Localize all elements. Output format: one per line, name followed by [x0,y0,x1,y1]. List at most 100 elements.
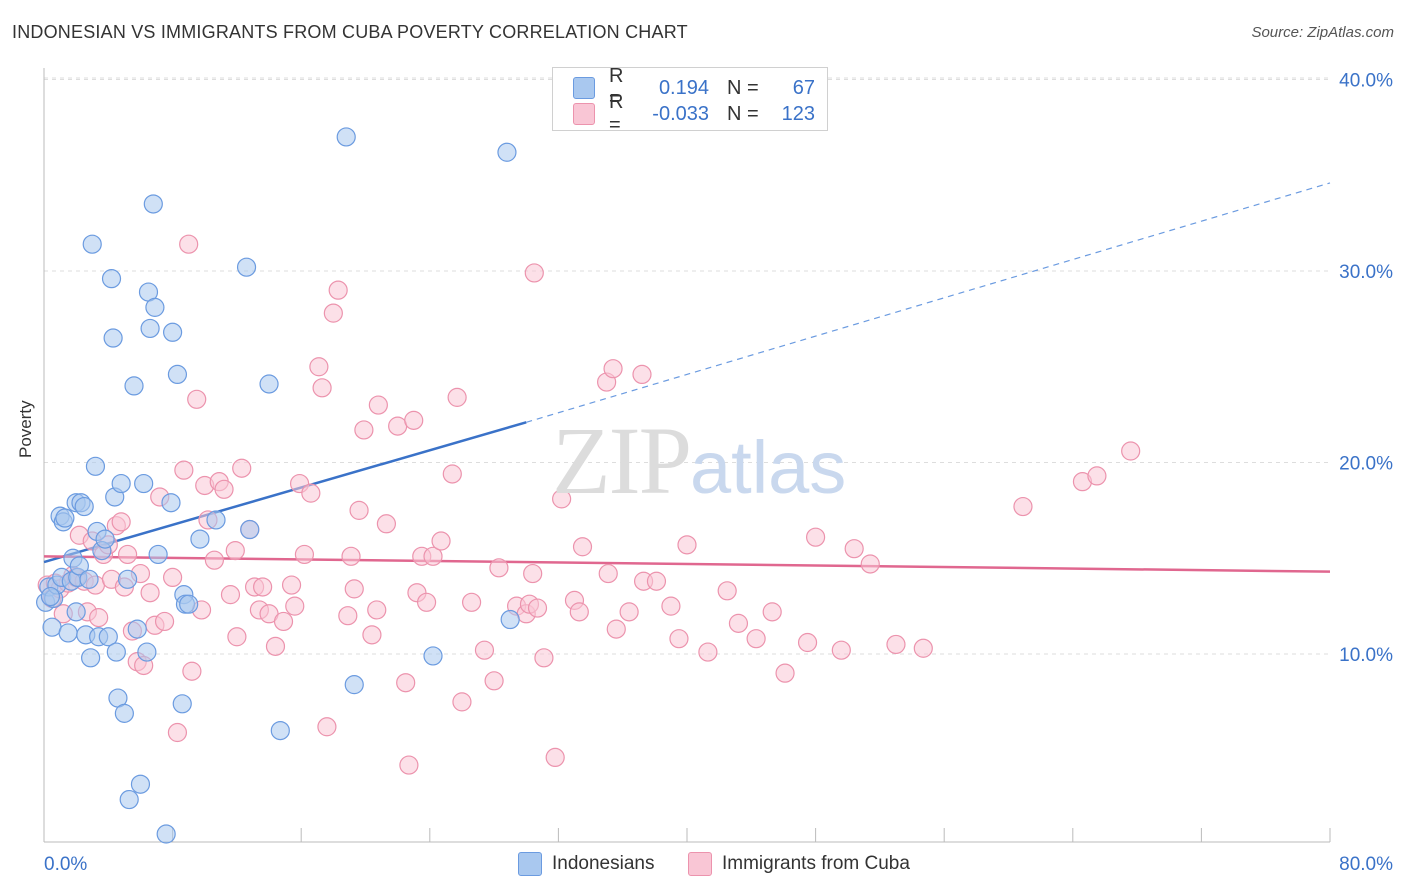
data-point [367,600,387,620]
data-point [606,619,626,639]
data-point [40,586,61,607]
y-tick-label: 10.0% [1339,645,1393,666]
data-point [388,416,408,436]
data-point [762,602,782,622]
data-point [632,364,652,385]
data-point [69,556,89,576]
data-point [167,722,188,743]
data-point [746,629,766,649]
legend-swatch [518,852,542,876]
legend-swatch-cuba [573,103,595,125]
data-point [431,531,451,551]
data-point [489,558,509,578]
data-point [79,569,99,589]
data-point [273,611,294,632]
data-point [534,648,554,668]
legend-label: Indonesians [552,853,655,874]
data-point [220,585,241,605]
data-point [913,638,933,658]
data-point [603,359,623,379]
data-point [127,619,147,639]
data-point [58,623,78,643]
data-point [447,387,467,407]
data-point [728,613,749,633]
data-point [452,692,472,712]
data-points [36,127,1141,844]
data-point [81,648,101,668]
data-point [619,602,639,622]
data-point [265,636,286,656]
data-point [148,544,168,565]
n-value: 123 [781,102,815,125]
data-point [527,598,548,618]
data-point [163,322,183,342]
data-point [236,257,257,277]
data-point [312,378,332,398]
data-point [338,606,358,626]
data-point [484,671,504,691]
data-point [179,594,199,614]
data-point [143,194,163,214]
legend-row-cuba: R = -0.033 N = 123 [573,91,815,136]
data-point [214,479,234,499]
watermark: ZIPatlas [552,405,846,516]
data-point [500,609,520,630]
data-point [354,420,374,440]
data-point [341,546,361,566]
data-point [598,563,618,584]
data-point [677,535,697,555]
data-point [140,318,160,339]
r-value: 0.194 [658,76,709,99]
data-point [497,142,517,162]
y-tick-label: 40.0% [1339,71,1393,92]
data-point [172,694,192,714]
data-point [130,774,151,794]
data-point [137,642,157,662]
data-point [545,747,565,768]
data-point [646,571,667,591]
data-point [55,508,75,528]
data-point [74,496,94,517]
data-point [161,493,181,513]
data-point [187,389,207,409]
data-point [106,642,126,662]
data-point [103,328,123,348]
data-point [368,395,388,415]
data-point [89,608,109,628]
data-point [524,263,544,283]
tick-labels: 10.0% 20.0% 30.0% 40.0% 0.0% 80.0% [44,71,1393,876]
trend-lines [43,182,1331,573]
trend-line-cuba [43,555,1331,573]
data-point [225,540,245,561]
data-point [227,627,247,647]
data-point [111,512,131,532]
stats-legend: R = 0.194 N = 67 R = -0.033 N = 123 [552,65,828,136]
data-point [362,625,382,645]
data-point [423,646,443,666]
data-point [179,234,199,254]
data-point [232,458,252,478]
data-point [416,592,437,612]
data-point [145,297,165,317]
legend-row-indonesians: R = 0.194 N = 67 [573,65,815,110]
n-value: 67 [792,76,815,99]
data-point [328,280,348,300]
chart-title: INDONESIAN VS IMMIGRANTS FROM CUBA POVER… [12,22,688,42]
legend-item-cuba: Immigrants from Cuba [688,852,910,876]
data-point [423,546,443,566]
data-point [523,563,543,584]
source-credit: Source: ZipAtlas.com [1251,24,1394,41]
data-point [344,579,364,599]
data-point [775,663,795,683]
data-point [154,611,175,632]
data-point [156,824,176,844]
data-point [323,303,343,323]
data-point [860,554,880,574]
data-point [344,675,364,695]
data-point [399,755,419,775]
data-point [163,567,183,588]
y-axis-label: Poverty [16,400,35,458]
y-tick-label: 20.0% [1339,454,1393,475]
data-point [552,489,572,509]
x-tick-label-min: 0.0% [44,854,87,875]
